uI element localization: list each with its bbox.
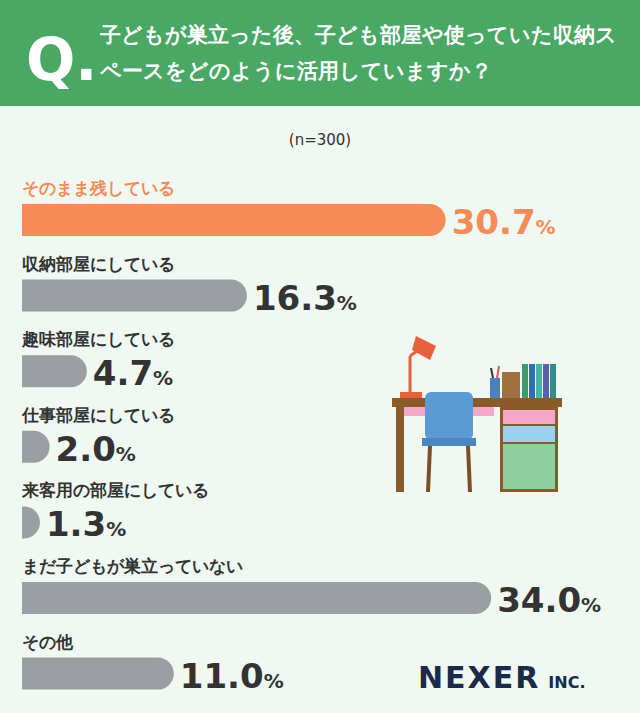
book: [522, 364, 528, 398]
lamp-base: [400, 392, 422, 398]
chair-leg: [428, 446, 430, 492]
category-label: 収納部屋にしている: [22, 254, 175, 274]
data-label-number: 11.0: [180, 656, 264, 696]
data-label-unit: %: [581, 593, 601, 617]
logo: NEXER INC.: [418, 660, 586, 695]
labels: そのまま残している 30.7% 収納部屋にしている 16.3% 趣味部屋にしている 4.7…: [21, 178, 601, 696]
desk-illustration: [392, 336, 562, 492]
data-label-number: 16.3: [253, 278, 337, 318]
logo-main: NEXER: [418, 660, 540, 695]
data-label-number: 34.0: [497, 580, 581, 620]
data-label-number: 2.0: [56, 429, 116, 469]
chair-seat: [422, 438, 476, 446]
data-label-number: 30.7: [452, 202, 536, 242]
bar: [22, 355, 87, 387]
desk-leg: [396, 407, 404, 492]
subtitle: (n=300): [289, 131, 351, 149]
header-band: [0, 0, 640, 106]
book: [550, 364, 556, 398]
pen: [491, 368, 493, 378]
book: [536, 364, 542, 398]
data-label: 1.3%: [46, 504, 126, 544]
book: [543, 364, 549, 398]
background: [0, 0, 640, 713]
lamp-shade: [412, 336, 436, 360]
bar: [22, 204, 446, 236]
data-label: 16.3%: [253, 278, 357, 318]
bars: [22, 204, 491, 690]
cabinet: [500, 407, 558, 492]
title: 子どもが巣立った後、子ども部屋や使っていた収納スペースをどのように活用しています…: [99, 23, 617, 83]
bar: [22, 582, 491, 614]
desk-top: [392, 398, 562, 407]
chair-back: [425, 392, 473, 440]
data-label: 2.0%: [56, 429, 136, 469]
data-label-unit: %: [536, 215, 556, 239]
lamp-pole: [409, 356, 412, 392]
data-label-unit: %: [116, 442, 136, 466]
category-label: まだ子どもが巣立っていない: [22, 556, 243, 576]
bar: [22, 280, 247, 312]
logo-sub: INC.: [548, 673, 585, 692]
category-label: 趣味部屋にしている: [21, 329, 175, 349]
drawer: [503, 410, 555, 424]
category-label: その他: [22, 632, 74, 652]
drawer: [503, 426, 555, 442]
data-label-unit: %: [106, 517, 126, 541]
bar: [22, 658, 174, 690]
title-line: 子どもが巣立った後、子ども部屋や使っていた収納ス: [99, 23, 617, 47]
title-line: ペースをどのように活用していますか？: [99, 59, 492, 83]
category-label: 仕事部屋にしている: [21, 405, 175, 425]
data-label-number: 1.3: [46, 504, 106, 544]
data-label: 4.7%: [93, 353, 173, 393]
drawer: [503, 444, 555, 489]
book: [529, 364, 535, 398]
bar: [22, 431, 50, 463]
bar: [22, 506, 40, 538]
pen: [497, 366, 499, 378]
data-label-number: 4.7: [93, 353, 153, 393]
data-label: 34.0%: [497, 580, 601, 620]
category-label: 来客用の部屋にしている: [21, 480, 209, 500]
bookend: [502, 372, 520, 398]
category-label: そのまま残している: [22, 178, 175, 198]
chair-leg: [468, 446, 470, 492]
data-label: 30.7%: [452, 202, 556, 242]
pen-cup: [490, 378, 500, 398]
data-label-unit: %: [264, 669, 284, 693]
data-label: 11.0%: [180, 656, 284, 696]
question-mark: Q.: [26, 26, 97, 94]
data-label-unit: %: [153, 366, 173, 390]
chart-root: Q.子どもが巣立った後、子ども部屋や使っていた収納スペースをどのように活用してい…: [0, 0, 640, 713]
data-label-unit: %: [337, 291, 357, 315]
